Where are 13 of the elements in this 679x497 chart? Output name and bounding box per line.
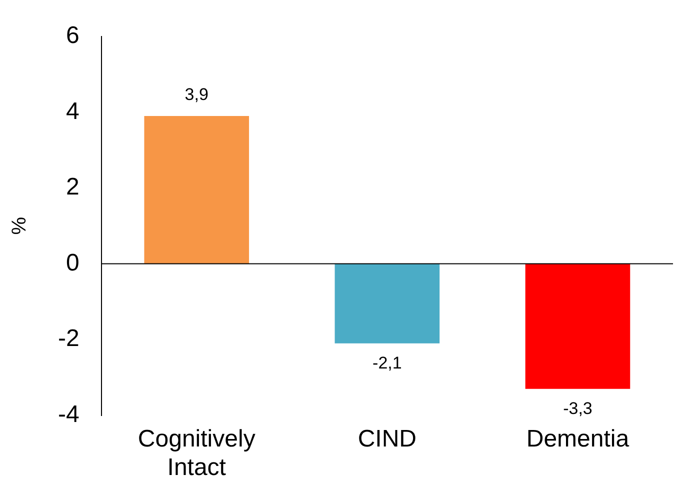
data-label: 3,9 bbox=[184, 85, 208, 104]
y-tick-label: 2 bbox=[66, 174, 80, 201]
x-tick-label: CIND bbox=[358, 425, 417, 452]
y-axis-title: % bbox=[8, 216, 31, 235]
y-tick-label: -4 bbox=[58, 401, 80, 428]
data-label: -2,1 bbox=[372, 354, 402, 373]
data-label: -3,3 bbox=[563, 399, 592, 418]
y-tick-label: 6 bbox=[66, 22, 80, 50]
y-tick-label: -2 bbox=[58, 325, 80, 352]
y-tick-label: 0 bbox=[66, 249, 80, 276]
x-tick-label: Cognitively Intact bbox=[138, 425, 256, 482]
x-tick-label: Dementia bbox=[526, 425, 630, 452]
y-tick-label: 4 bbox=[66, 98, 80, 125]
